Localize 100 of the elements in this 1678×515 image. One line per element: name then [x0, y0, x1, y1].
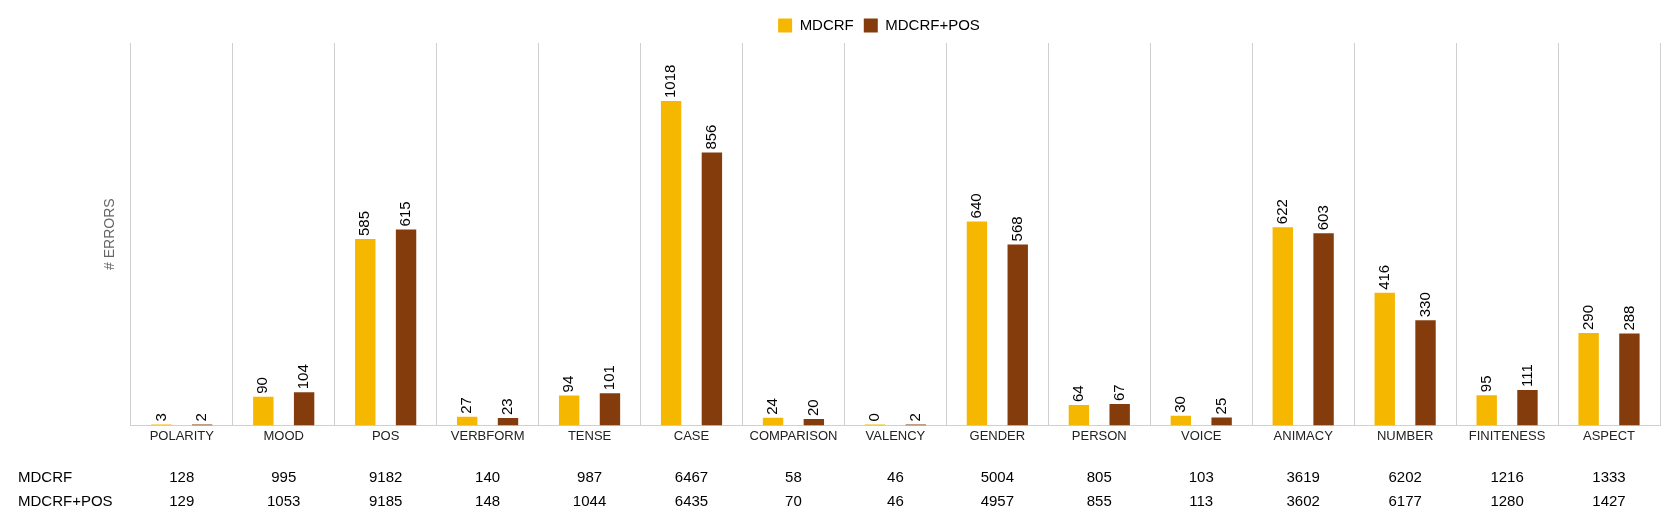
bar [1374, 292, 1395, 426]
x-tick-label: POS [371, 427, 400, 443]
x-tick-label: VALENCY [865, 427, 926, 443]
x-tick-label: POLARITY [149, 427, 215, 443]
x-tick-label: GENDER [969, 427, 1026, 443]
data-label: 94 [559, 375, 577, 393]
text: 3619 [1286, 467, 1320, 485]
data-label: 20 [803, 399, 821, 417]
text: 1333 [1592, 467, 1626, 485]
bar [1211, 417, 1232, 426]
data-label: 585 [355, 210, 373, 236]
bar [1313, 233, 1334, 426]
x-tick-label: NUMBER [1376, 427, 1434, 443]
bar [966, 221, 988, 426]
bar [1415, 320, 1436, 426]
text: 6435 [674, 491, 709, 509]
text: 148 [475, 491, 501, 509]
bar [1476, 395, 1497, 426]
data-label: 95 [1476, 375, 1494, 393]
text: 4957 [980, 491, 1015, 509]
text: 855 [1086, 491, 1112, 509]
bar [762, 417, 784, 426]
data-label: 290 [1578, 304, 1596, 330]
text: 6467 [674, 467, 709, 485]
bar [457, 416, 478, 426]
text: 103 [1188, 467, 1214, 485]
text: 6177 [1388, 491, 1422, 509]
data-label: 622 [1272, 199, 1290, 225]
data-label: 90 [253, 377, 271, 394]
text: 128 [169, 467, 195, 485]
text: 3602 [1286, 491, 1320, 509]
data-label: 30 [1170, 396, 1188, 413]
bar [660, 101, 682, 426]
data-label: 615 [396, 201, 414, 227]
bar [1170, 415, 1192, 426]
data-label: 23 [498, 398, 516, 416]
bar [1068, 405, 1090, 426]
bar [701, 152, 723, 426]
bar [599, 393, 621, 426]
data-label: 24 [763, 398, 781, 415]
data-label: 416 [1374, 264, 1392, 290]
data-label: 25 [1211, 397, 1229, 415]
data-label: 603 [1313, 205, 1331, 231]
bar [1578, 332, 1599, 426]
text: 140 [475, 467, 501, 485]
bar [803, 419, 825, 426]
data-label: 64 [1069, 385, 1087, 403]
data-label: 856 [702, 124, 720, 150]
text: 1216 [1490, 467, 1524, 485]
data-label: 330 [1415, 292, 1433, 318]
bar [395, 229, 417, 426]
data-label: 111 [1517, 364, 1535, 388]
bar [1109, 404, 1130, 426]
text: 1044 [572, 491, 607, 509]
bar [253, 396, 274, 426]
text: 1427 [1592, 491, 1626, 509]
text: 46 [887, 491, 904, 509]
data-label: 568 [1007, 216, 1025, 242]
text: MDCRF [18, 467, 73, 485]
bar [1517, 390, 1538, 426]
bar [497, 418, 519, 426]
text: 113 [1189, 491, 1214, 509]
x-tick-label: TENSE [567, 427, 612, 443]
data-label: 3 [151, 413, 169, 422]
data-label: 67 [1109, 384, 1127, 402]
text: 9185 [368, 491, 403, 509]
x-tick-label: ANIMACY [1273, 427, 1334, 443]
data-label: 1018 [661, 64, 679, 98]
text: 6202 [1388, 467, 1422, 485]
x-tick-label: FINITENESS [1468, 427, 1546, 443]
text: 1053 [267, 491, 301, 509]
text: 805 [1086, 467, 1112, 485]
text: 9182 [368, 467, 403, 485]
text: 987 [577, 467, 603, 485]
x-tick-label: MOOD [263, 427, 304, 443]
x-tick-label: CASE [673, 427, 710, 443]
x-tick-label: VOICE [1181, 427, 1222, 443]
x-tick-label: ASPECT [1583, 427, 1636, 443]
bar [355, 238, 376, 426]
legend-label: MDCRF+POS [885, 15, 980, 33]
data-label: 640 [967, 193, 985, 219]
data-label: 27 [457, 397, 475, 414]
data-label: 101 [600, 365, 618, 391]
bar [1007, 244, 1028, 426]
legend-label: MDCRF [799, 15, 854, 33]
text: 58 [785, 467, 802, 485]
text: MDCRF+POS [18, 491, 113, 509]
data-label: 2 [905, 413, 923, 422]
y-axis-title: # ERRORS [101, 198, 118, 270]
data-label: 0 [865, 413, 883, 422]
text: 5004 [980, 467, 1015, 485]
x-tick-label: VERBFORM [450, 427, 525, 443]
bar [1619, 333, 1640, 426]
data-label: 104 [294, 364, 312, 390]
x-tick-label: PERSON [1071, 427, 1127, 443]
text: 46 [887, 467, 904, 485]
data-label: 288 [1619, 305, 1637, 331]
data-label: 2 [192, 413, 210, 422]
bar [1272, 227, 1293, 426]
text: 70 [785, 491, 802, 509]
